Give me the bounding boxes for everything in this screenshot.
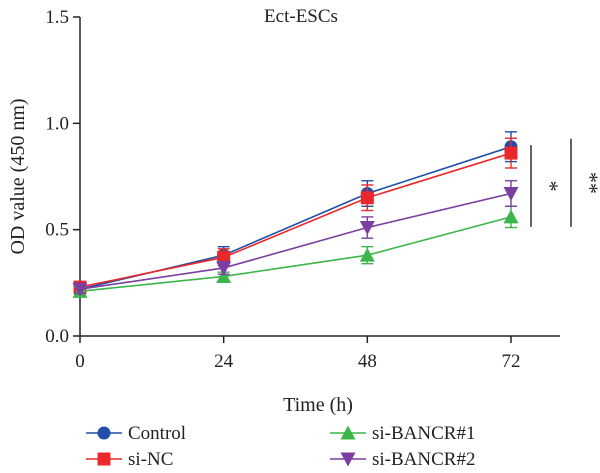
legend-item: si-BANCR#2 <box>330 449 475 470</box>
y-ticks: 0.0 0.5 1.0 1.5 <box>45 7 80 347</box>
legend-item: si-NC <box>86 449 173 470</box>
y-tick-label: 0.0 <box>45 326 69 347</box>
legend-label: si-BANCR#2 <box>372 449 475 470</box>
data-point <box>216 261 232 276</box>
x-tick-label: 48 <box>358 351 377 372</box>
series-line <box>79 152 512 288</box>
legend-label: si-BANCR#1 <box>372 423 475 444</box>
series-line <box>79 192 512 291</box>
data-point <box>217 250 231 264</box>
y-tick-label: 1.0 <box>45 113 69 134</box>
legend-label: Control <box>128 423 186 444</box>
legend-item: si-BANCR#1 <box>330 423 475 444</box>
axes: 0.0 0.5 1.0 1.5 0 24 48 72 <box>45 7 560 372</box>
data-point <box>216 268 232 283</box>
legend-marker <box>97 452 111 466</box>
y-tick-label: 0.5 <box>45 220 69 241</box>
legend-item: Control <box>86 423 186 444</box>
series-control <box>73 131 518 296</box>
data-point <box>72 282 88 297</box>
data-point <box>503 187 519 202</box>
x-ticks: 0 24 48 72 <box>75 336 521 372</box>
x-tick-label: 24 <box>214 351 234 372</box>
legend-marker <box>340 452 356 467</box>
legend-marker <box>340 425 356 440</box>
legend-label: si-NC <box>128 449 173 470</box>
data-point <box>360 191 374 205</box>
legend-marker <box>97 426 111 440</box>
series-si-bancr-1 <box>72 205 519 298</box>
series-line <box>79 216 512 293</box>
series-line <box>79 145 512 290</box>
significance-label: ** <box>578 172 600 194</box>
data-point <box>504 146 518 160</box>
chart-title: Ect-ESCs <box>264 6 338 27</box>
x-axis-title: Time (h) <box>283 394 353 416</box>
legend: Control si-BANCR#1 si-NC si-BANCR#2 <box>86 423 475 470</box>
series-si-bancr-2 <box>72 180 519 297</box>
series-si-nc <box>73 137 518 294</box>
significance-annotations: * ** <box>530 138 600 227</box>
y-tick-label: 1.5 <box>45 7 69 28</box>
x-tick-label: 72 <box>502 351 521 372</box>
data-point <box>359 221 375 236</box>
series-layer <box>72 131 519 298</box>
data-point <box>503 209 519 224</box>
y-axis-title: OD value (450 nm) <box>7 98 29 254</box>
x-tick-label: 0 <box>75 351 85 372</box>
data-point <box>359 247 375 262</box>
significance-label: * <box>538 181 563 192</box>
